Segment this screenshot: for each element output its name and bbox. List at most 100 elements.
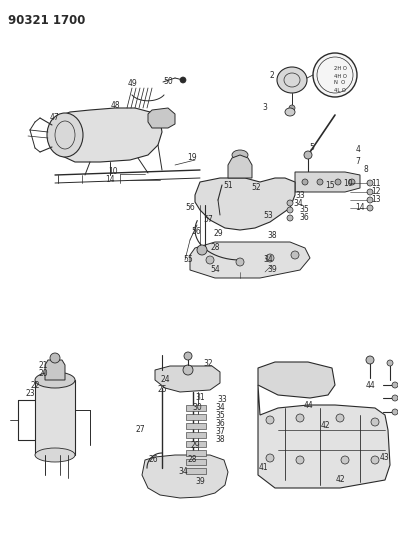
Text: 34: 34 <box>215 403 225 413</box>
Circle shape <box>392 382 398 388</box>
Circle shape <box>387 360 393 366</box>
Text: 57: 57 <box>203 215 213 224</box>
Text: 35: 35 <box>299 206 309 214</box>
Text: 54: 54 <box>210 265 220 274</box>
Circle shape <box>313 53 357 97</box>
Text: N  O: N O <box>334 80 345 85</box>
Circle shape <box>392 395 398 401</box>
Text: 90321 1700: 90321 1700 <box>8 14 86 27</box>
Ellipse shape <box>35 372 75 388</box>
Text: 34: 34 <box>293 198 303 207</box>
Polygon shape <box>186 450 206 456</box>
Text: 47: 47 <box>50 112 60 122</box>
Text: 53: 53 <box>263 211 273 220</box>
Polygon shape <box>190 242 310 278</box>
Text: 34: 34 <box>263 255 273 264</box>
Circle shape <box>206 256 214 264</box>
Text: 29: 29 <box>190 440 200 449</box>
Text: 30: 30 <box>192 402 202 411</box>
Text: 4: 4 <box>355 144 361 154</box>
Text: 33: 33 <box>217 395 227 405</box>
Text: 42: 42 <box>335 475 345 484</box>
Text: 2: 2 <box>269 70 274 79</box>
Polygon shape <box>35 380 75 455</box>
Text: 22: 22 <box>30 381 40 390</box>
Ellipse shape <box>285 108 295 116</box>
Ellipse shape <box>47 113 83 157</box>
Polygon shape <box>45 360 65 380</box>
Circle shape <box>367 180 373 186</box>
Text: 21: 21 <box>38 360 48 369</box>
Circle shape <box>184 352 192 360</box>
Text: 36: 36 <box>299 214 309 222</box>
Circle shape <box>304 151 312 159</box>
Circle shape <box>266 416 274 424</box>
Text: 23: 23 <box>25 389 35 398</box>
Text: 14: 14 <box>355 203 365 212</box>
Text: 10: 10 <box>108 167 118 176</box>
Circle shape <box>287 207 293 213</box>
Circle shape <box>296 456 304 464</box>
Polygon shape <box>186 432 206 438</box>
Circle shape <box>296 414 304 422</box>
Circle shape <box>190 483 200 493</box>
Text: 50: 50 <box>163 77 173 86</box>
Text: 49: 49 <box>128 78 138 87</box>
Text: 15: 15 <box>325 181 335 190</box>
Circle shape <box>266 454 274 462</box>
Polygon shape <box>186 405 206 411</box>
Polygon shape <box>142 455 228 498</box>
Text: 41: 41 <box>258 464 268 472</box>
Text: 48: 48 <box>110 101 120 109</box>
Polygon shape <box>148 108 175 128</box>
Text: 28: 28 <box>210 244 220 253</box>
Text: 24: 24 <box>160 376 170 384</box>
Polygon shape <box>186 441 206 447</box>
Text: 2H O: 2H O <box>334 66 346 70</box>
Polygon shape <box>186 423 206 429</box>
Text: 36: 36 <box>215 419 225 429</box>
Text: 39: 39 <box>267 265 277 274</box>
Polygon shape <box>295 172 360 192</box>
Text: 31: 31 <box>195 392 205 401</box>
Polygon shape <box>48 108 162 162</box>
Polygon shape <box>228 155 252 178</box>
Text: 38: 38 <box>267 230 277 239</box>
Text: 56: 56 <box>185 204 195 213</box>
Text: 10: 10 <box>343 179 353 188</box>
Circle shape <box>287 200 293 206</box>
Text: 29: 29 <box>213 229 223 238</box>
Circle shape <box>266 254 274 262</box>
Text: 37: 37 <box>215 427 225 437</box>
Circle shape <box>367 197 373 203</box>
Text: 26: 26 <box>148 456 158 464</box>
Text: 12: 12 <box>371 188 381 197</box>
Circle shape <box>289 105 295 111</box>
Polygon shape <box>186 459 206 465</box>
Circle shape <box>341 456 349 464</box>
Text: 42: 42 <box>320 421 330 430</box>
Circle shape <box>287 215 293 221</box>
Text: 39: 39 <box>195 478 205 487</box>
Polygon shape <box>258 385 390 488</box>
Text: 33: 33 <box>295 190 305 199</box>
Text: 55: 55 <box>183 255 193 264</box>
Text: 4H O: 4H O <box>334 74 346 78</box>
Polygon shape <box>195 178 295 230</box>
Text: 5: 5 <box>310 143 314 152</box>
Circle shape <box>366 356 374 364</box>
Text: 27: 27 <box>135 425 145 434</box>
Text: 3: 3 <box>263 103 267 112</box>
Circle shape <box>367 205 373 211</box>
Circle shape <box>392 409 398 415</box>
Text: 56: 56 <box>191 228 201 237</box>
Polygon shape <box>186 468 206 474</box>
Circle shape <box>50 353 60 363</box>
Circle shape <box>197 245 207 255</box>
Circle shape <box>367 189 373 195</box>
Circle shape <box>336 414 344 422</box>
Ellipse shape <box>232 150 248 160</box>
Text: 13: 13 <box>371 196 381 205</box>
Ellipse shape <box>277 67 307 93</box>
Circle shape <box>291 251 299 259</box>
